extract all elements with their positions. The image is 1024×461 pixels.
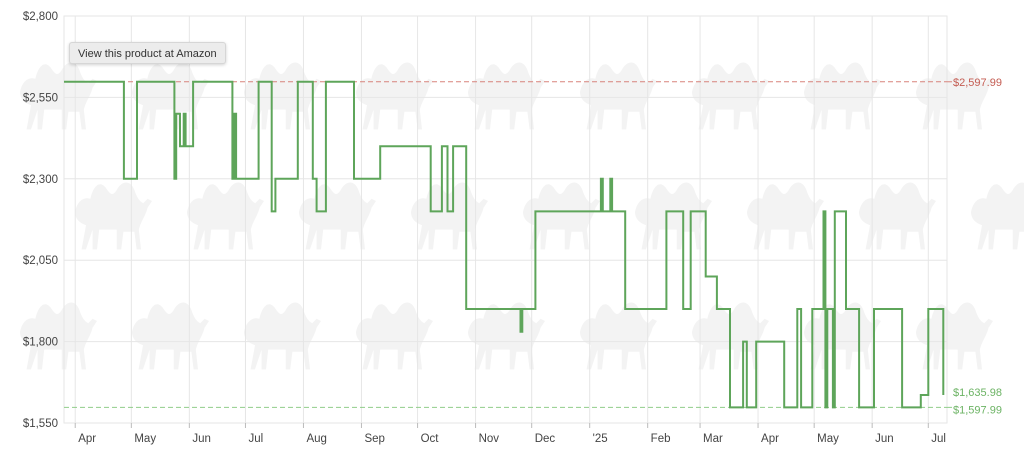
camel-icon — [20, 62, 97, 130]
x-tick-label: Oct — [421, 433, 440, 445]
x-tick-label: Sep — [364, 433, 384, 445]
y-axis-ticks: $1,550 $1,800 $2,050 $2,300 $2,550 $2,800 — [23, 11, 58, 430]
x-tick-label: May — [817, 433, 839, 445]
view-on-amazon-button[interactable]: View this product at Amazon — [69, 42, 226, 64]
x-tick-label: Dec — [535, 433, 556, 445]
x-tick-label: '25 — [593, 433, 608, 445]
camel-icon — [244, 302, 321, 370]
camel-icon — [692, 62, 769, 130]
camel-icon — [20, 302, 97, 370]
camel-icon — [299, 182, 376, 250]
camel-icon — [356, 62, 433, 130]
camel-icon — [75, 182, 152, 250]
x-tick-label: Aug — [306, 433, 326, 445]
camel-icon — [804, 302, 881, 370]
x-tick-label: Jul — [931, 433, 946, 445]
camel-icon — [580, 62, 657, 130]
camel-watermark — [20, 62, 1024, 370]
x-axis-ticks: Apr May Jun Jul Aug Sep Oct Nov Dec '25 Feb Mar Apr M… — [74, 423, 946, 445]
x-tick-label: Jun — [875, 433, 894, 445]
camel-icon — [916, 302, 993, 370]
x-tick-label: Feb — [651, 433, 671, 445]
camel-icon — [468, 302, 545, 370]
y-tick-label: $2,800 — [23, 11, 58, 23]
x-tick-label: May — [134, 433, 156, 445]
camel-icon — [244, 62, 321, 130]
price-series — [64, 80, 945, 409]
camel-icon — [523, 182, 600, 250]
y-tick-label: $2,300 — [23, 174, 58, 186]
x-tick-label: Apr — [761, 433, 779, 445]
grid-lines — [63, 15, 948, 424]
camel-icon — [132, 302, 209, 370]
camel-icon — [580, 302, 657, 370]
x-tick-label: Apr — [78, 433, 96, 445]
camel-icon — [971, 182, 1024, 250]
camel-icon — [132, 62, 209, 130]
camel-icon — [356, 302, 433, 370]
camel-icon — [635, 182, 712, 250]
camel-icon — [804, 62, 881, 130]
camel-icon — [859, 182, 936, 250]
highest-price-label: $2,597.99 — [953, 77, 1002, 89]
camel-icon — [916, 62, 993, 130]
x-tick-label: Jun — [192, 433, 211, 445]
lowest-price-label: $1,597.99 — [953, 404, 1002, 416]
y-tick-label: $1,550 — [23, 418, 58, 430]
y-tick-label: $1,800 — [23, 337, 58, 349]
camel-icon — [747, 182, 824, 250]
x-tick-label: Nov — [479, 433, 500, 445]
y-tick-label: $2,050 — [23, 255, 58, 267]
camel-icon — [411, 182, 488, 250]
x-tick-label: Jul — [248, 433, 263, 445]
x-tick-label: Mar — [703, 433, 723, 445]
current-price-label: $1,635.98 — [953, 387, 1002, 399]
y-tick-label: $2,550 — [23, 92, 58, 104]
price-series-line — [64, 80, 945, 409]
price-labels: $2,597.99 $1,597.99 $1,635.98 — [953, 77, 1002, 417]
camel-icon — [468, 62, 545, 130]
camel-icon — [187, 182, 264, 250]
